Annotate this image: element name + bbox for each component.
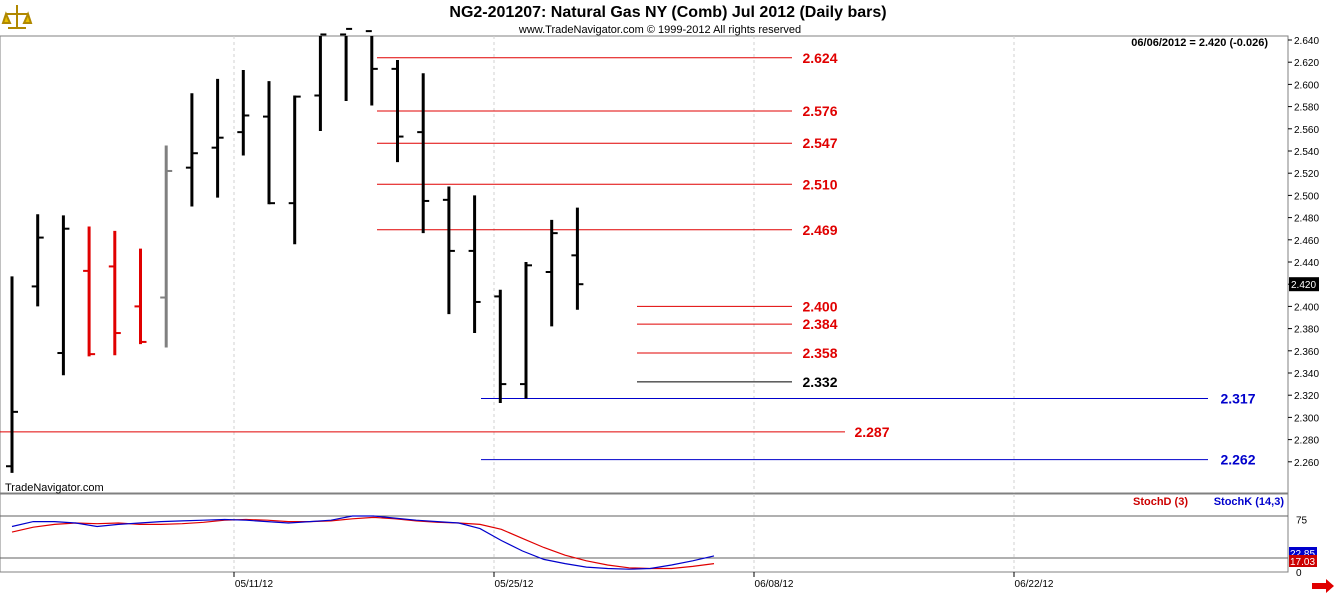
stoch-legend-k: StochK (14,3) bbox=[1214, 496, 1285, 508]
ohlc-bar bbox=[134, 248, 147, 345]
price-axis-label: 2.560 bbox=[1294, 125, 1319, 136]
stochastic-lines bbox=[11, 515, 715, 570]
level-label-2-358: 2.358 bbox=[802, 345, 837, 361]
price-axis-label: 2.540 bbox=[1294, 147, 1319, 158]
ohlc-bar bbox=[263, 81, 275, 205]
price-axis-label: 2.360 bbox=[1294, 347, 1319, 358]
level-label-2-317: 2.317 bbox=[1220, 391, 1255, 407]
current-price-label: 2.420 bbox=[1291, 280, 1316, 291]
level-label-2-384: 2.384 bbox=[802, 316, 837, 332]
price-axis-label: 2.260 bbox=[1294, 458, 1319, 469]
last-quote-text: 06/06/2012 = 2.420 (-0.026) bbox=[1131, 37, 1268, 49]
logo-icon bbox=[1, 2, 33, 32]
stoch-axis-label: 0 bbox=[1296, 568, 1302, 579]
price-grid bbox=[233, 36, 1015, 493]
level-label-2-332: 2.332 bbox=[802, 374, 837, 390]
ohlc-bar bbox=[571, 207, 584, 310]
stoch-axis-label: 75 bbox=[1296, 516, 1308, 527]
ohlc-bar bbox=[160, 145, 173, 348]
price-axis-label: 2.580 bbox=[1294, 103, 1319, 114]
price-bars bbox=[6, 27, 584, 473]
level-label-2-547: 2.547 bbox=[802, 135, 837, 151]
level-label-2-624: 2.624 bbox=[802, 50, 837, 66]
copyright-text: www.TradeNavigator.com © 1999-2012 All r… bbox=[518, 24, 801, 36]
price-axis-label: 2.400 bbox=[1294, 302, 1319, 313]
ohlc-bar bbox=[545, 219, 558, 327]
level-label-2-510: 2.510 bbox=[802, 176, 837, 192]
ohlc-bar bbox=[442, 186, 455, 315]
ohlc-bar bbox=[314, 33, 327, 132]
level-label-2-576: 2.576 bbox=[802, 103, 837, 119]
stoch-last-value: 17.03 bbox=[1290, 557, 1315, 568]
price-axis-label: 2.480 bbox=[1294, 214, 1319, 225]
price-axis-label: 2.340 bbox=[1294, 369, 1319, 380]
price-axis-label: 2.460 bbox=[1294, 236, 1319, 247]
price-axis-label: 2.620 bbox=[1294, 58, 1319, 69]
current-price-box bbox=[1289, 277, 1319, 292]
stochastic-panel-border bbox=[0, 493, 1289, 573]
stochastic-grid bbox=[0, 494, 1288, 572]
price-panel: 2.624 2.576 2.547 2.510 2.469 2.400 2.384 2.358… bbox=[0, 27, 1319, 494]
date-axis-label: 06/22/12 bbox=[1015, 579, 1054, 590]
date-axis-label: 05/11/12 bbox=[235, 579, 274, 590]
date-axis-label: 06/08/12 bbox=[755, 579, 794, 590]
ohlc-bar bbox=[365, 30, 378, 106]
stoch-series-line-1 bbox=[11, 515, 715, 570]
price-axis-label: 2.600 bbox=[1294, 80, 1319, 91]
level-label-2-400: 2.400 bbox=[802, 298, 837, 314]
ohlc-bar bbox=[57, 215, 70, 376]
level-label-2-287: 2.287 bbox=[854, 424, 889, 440]
ohlc-bar bbox=[108, 230, 121, 356]
ohlc-bar bbox=[391, 59, 404, 163]
level-lines: 2.624 2.576 2.547 2.510 2.469 2.400 2.384 2.358… bbox=[0, 50, 1256, 468]
price-axis-label: 2.380 bbox=[1294, 325, 1319, 336]
price-axis-label: 2.640 bbox=[1294, 36, 1319, 47]
stoch-legend-d: StochD (3) bbox=[1133, 496, 1188, 508]
date-axis-label: 05/25/12 bbox=[495, 579, 534, 590]
ohlc-bar bbox=[494, 289, 507, 403]
price-axis-label: 2.280 bbox=[1294, 436, 1319, 447]
price-axis-label: 2.440 bbox=[1294, 258, 1319, 269]
ohlc-bar bbox=[211, 78, 224, 198]
ohlc-bar bbox=[288, 95, 301, 245]
price-axis-label: 2.500 bbox=[1294, 191, 1319, 202]
ohlc-bar bbox=[468, 195, 481, 334]
watermark-text: TradeNavigator.com bbox=[5, 482, 104, 494]
price-panel-border bbox=[0, 35, 1289, 494]
ohlc-bar bbox=[83, 226, 96, 357]
price-axis-label: 2.300 bbox=[1294, 413, 1319, 424]
stochastic-legend: StochD (3) StochK (14,3) bbox=[1133, 496, 1284, 508]
price-axis-label: 2.320 bbox=[1294, 391, 1319, 402]
chart-title: NG2-201207: Natural Gas NY (Comb) Jul 20… bbox=[449, 4, 886, 21]
scroll-right-arrow-icon[interactable] bbox=[1312, 579, 1334, 593]
stoch-last-value-box bbox=[1289, 555, 1317, 567]
ohlc-bar bbox=[6, 276, 18, 473]
ohlc-bar bbox=[520, 262, 532, 399]
ohlc-bar bbox=[417, 73, 430, 234]
level-label-2-262: 2.262 bbox=[1220, 452, 1255, 468]
level-label-2-469: 2.469 bbox=[802, 222, 837, 238]
ohlc-bar bbox=[237, 69, 250, 156]
stoch-last-value: 22.85 bbox=[1290, 549, 1315, 560]
price-axis: 2.640 2.620 2.600 2.580 2.560 2.540 2.520 2.500… bbox=[1288, 36, 1319, 469]
ohlc-bar bbox=[340, 27, 353, 102]
ohlc-bar bbox=[31, 214, 44, 307]
date-axis: 05/11/12 05/25/12 06/08/12 06/22/12 bbox=[233, 572, 1054, 590]
price-axis-label: 2.520 bbox=[1294, 169, 1319, 180]
ohlc-bar bbox=[185, 93, 198, 207]
